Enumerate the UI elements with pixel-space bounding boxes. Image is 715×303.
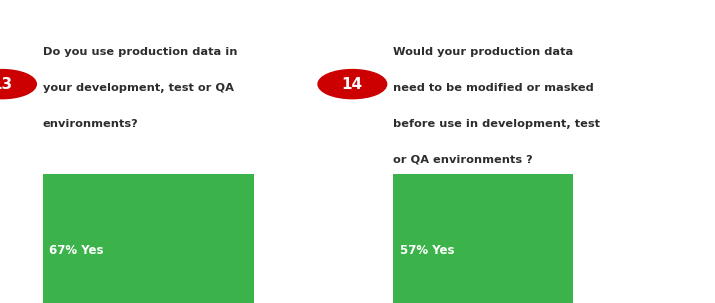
Text: environments?: environments? xyxy=(43,119,139,129)
Text: Would your production data: Would your production data xyxy=(393,47,573,57)
Text: your development, test or QA: your development, test or QA xyxy=(43,83,234,93)
Text: 67% Yes: 67% Yes xyxy=(49,244,104,257)
Bar xyxy=(43,174,254,303)
Text: need to be modified or masked: need to be modified or masked xyxy=(393,83,594,93)
Text: 57% Yes: 57% Yes xyxy=(400,244,454,257)
Text: 14: 14 xyxy=(342,77,363,92)
Bar xyxy=(393,174,573,303)
Text: or QA environments ?: or QA environments ? xyxy=(393,155,533,165)
Text: 13: 13 xyxy=(0,77,13,92)
Text: before use in development, test: before use in development, test xyxy=(393,119,601,129)
Text: Do you use production data in: Do you use production data in xyxy=(43,47,237,57)
